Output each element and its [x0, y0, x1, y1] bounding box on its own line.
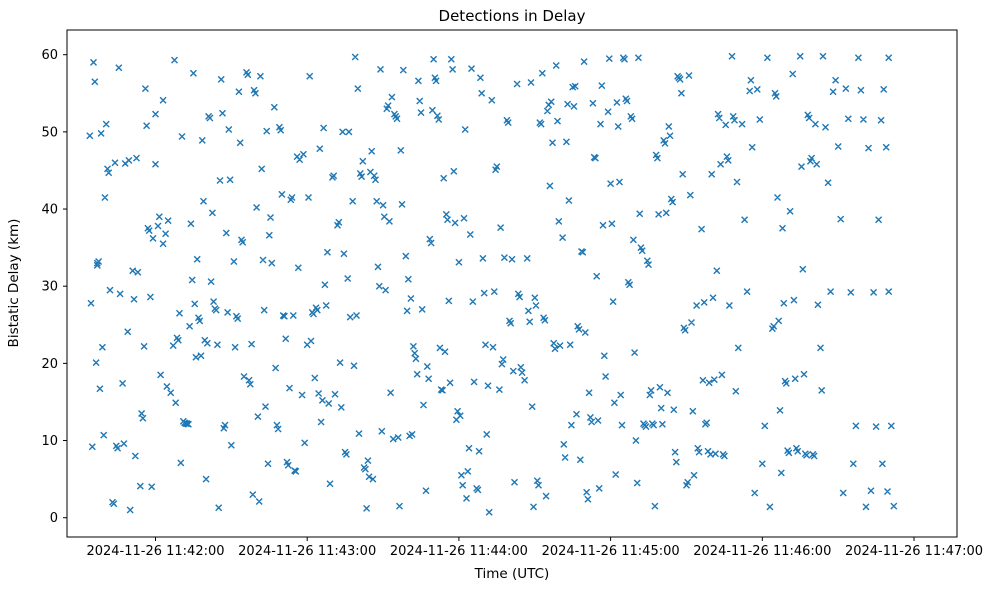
y-tick-label: 0: [50, 511, 58, 526]
y-tick-label: 50: [41, 125, 58, 140]
y-tick-label: 30: [41, 280, 58, 295]
y-axis-label: Bistatic Delay (km): [6, 219, 22, 348]
scatter-markers: [86, 52, 898, 516]
chart-title: Detections in Delay: [439, 7, 586, 25]
x-tick-label: 2024-11-26 11:46:00: [693, 544, 831, 559]
x-axis-label: Time (UTC): [474, 566, 550, 582]
x-axis-ticks: 2024-11-26 11:42:00 2024-11-26 11:43:00 20…: [86, 537, 983, 559]
x-tick-label: 2024-11-26 11:42:00: [86, 544, 224, 559]
y-tick-label: 10: [41, 434, 58, 449]
x-tick-label: 2024-11-26 11:45:00: [542, 544, 680, 559]
plot-area: [66, 29, 958, 538]
x-tick-label: 2024-11-26 11:43:00: [238, 544, 376, 559]
x-tick-label: 2024-11-26 11:44:00: [390, 544, 528, 559]
y-tick-label: 60: [41, 48, 58, 63]
x-tick-label: 2024-11-26 11:47:00: [845, 544, 983, 559]
y-tick-label: 40: [41, 203, 58, 218]
y-tick-label: 20: [41, 357, 58, 372]
y-axis-ticks: 0 10 20 30 40 50 60: [41, 48, 67, 526]
